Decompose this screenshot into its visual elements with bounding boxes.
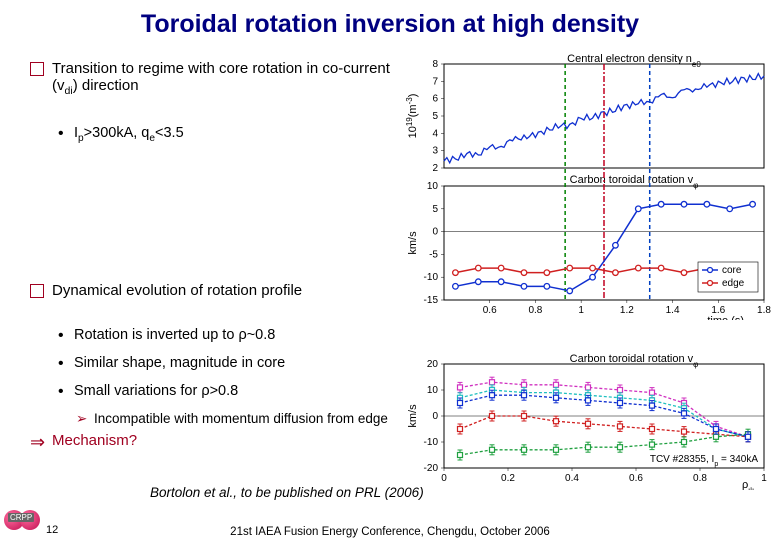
bullet-list: Transition to regime with core rotation … [30, 60, 400, 449]
bullet-small-var: Small variations for ρ>0.8 [30, 383, 400, 399]
svg-text:10: 10 [427, 385, 439, 396]
svg-text:0.4: 0.4 [565, 473, 579, 484]
svg-text:1: 1 [578, 305, 584, 316]
page-title: Toroidal rotation inversion at high dens… [0, 0, 780, 47]
bullet-similar: Similar shape, magnitude in core [30, 355, 400, 371]
svg-text:5: 5 [432, 204, 438, 215]
svg-text:1: 1 [761, 473, 767, 484]
svg-text:Carbon toroidal rotation vφ: Carbon toroidal rotation vφ [570, 353, 699, 369]
svg-text:Carbon toroidal rotation vφ: Carbon toroidal rotation vφ [570, 174, 699, 190]
bullet-evolution: Dynamical evolution of rotation profile [30, 282, 400, 299]
svg-text:km/s: km/s [407, 404, 419, 428]
svg-text:2: 2 [432, 163, 438, 174]
top-charts: 2 3 4 5 6 7 8 Central electron density ne0 1019(… [404, 50, 774, 320]
content-area: Transition to regime with core rotation … [0, 50, 780, 520]
svg-text:time (s): time (s) [707, 315, 744, 320]
svg-text:TCV #28355, Ip = 340kA: TCV #28355, Ip = 340kA [650, 454, 758, 468]
citation: Bortolon et al., to be published on PRL … [150, 485, 424, 500]
svg-text:6: 6 [432, 94, 438, 105]
svg-text:1.4: 1.4 [666, 305, 680, 316]
svg-text:-10: -10 [424, 272, 439, 283]
bullet-incompatible: Incompatible with momentum diffusion fro… [30, 411, 400, 426]
svg-text:0.8: 0.8 [693, 473, 707, 484]
svg-text:0.8: 0.8 [528, 305, 542, 316]
svg-text:-10: -10 [424, 437, 439, 448]
svg-text:-20: -20 [424, 463, 439, 474]
svg-text:20: 20 [427, 359, 439, 370]
bullet-ip-qe: Ip>300kA, qe<3.5 [30, 125, 400, 144]
svg-text:-15: -15 [424, 295, 439, 306]
svg-text:1019(m-3): 1019(m-3) [405, 94, 420, 139]
svg-text:Central electron density ne0: Central electron density ne0 [567, 53, 701, 69]
svg-text:ρψ: ρψ [742, 479, 754, 490]
svg-text:0.2: 0.2 [501, 473, 515, 484]
svg-text:1.2: 1.2 [620, 305, 634, 316]
svg-text:0: 0 [432, 411, 438, 422]
svg-text:8: 8 [432, 59, 438, 70]
svg-text:0: 0 [441, 473, 447, 484]
bullet-mechanism: Mechanism? [30, 432, 400, 449]
bullet-transition: Transition to regime with core rotation … [30, 60, 400, 97]
bottom-chart: -20 -10 0 10 20 0 0.2 0.4 0.6 0.8 1 km/s Carbon toro… [404, 350, 774, 490]
svg-text:7: 7 [432, 76, 438, 87]
svg-text:3: 3 [432, 146, 438, 157]
svg-text:10: 10 [427, 181, 439, 192]
svg-text:0.6: 0.6 [629, 473, 643, 484]
svg-text:km/s: km/s [407, 231, 419, 255]
svg-text:4: 4 [432, 128, 438, 139]
svg-text:5: 5 [432, 111, 438, 122]
svg-text:core: core [722, 265, 742, 276]
footer-text: 21st IAEA Fusion Energy Conference, Chen… [0, 526, 780, 540]
svg-text:1.8: 1.8 [757, 305, 771, 316]
svg-text:edge: edge [722, 278, 745, 289]
bullet-inverted: Rotation is inverted up to ρ~0.8 [30, 327, 400, 343]
svg-text:0.6: 0.6 [483, 305, 497, 316]
svg-text:-5: -5 [429, 249, 438, 260]
svg-text:0: 0 [432, 227, 438, 238]
